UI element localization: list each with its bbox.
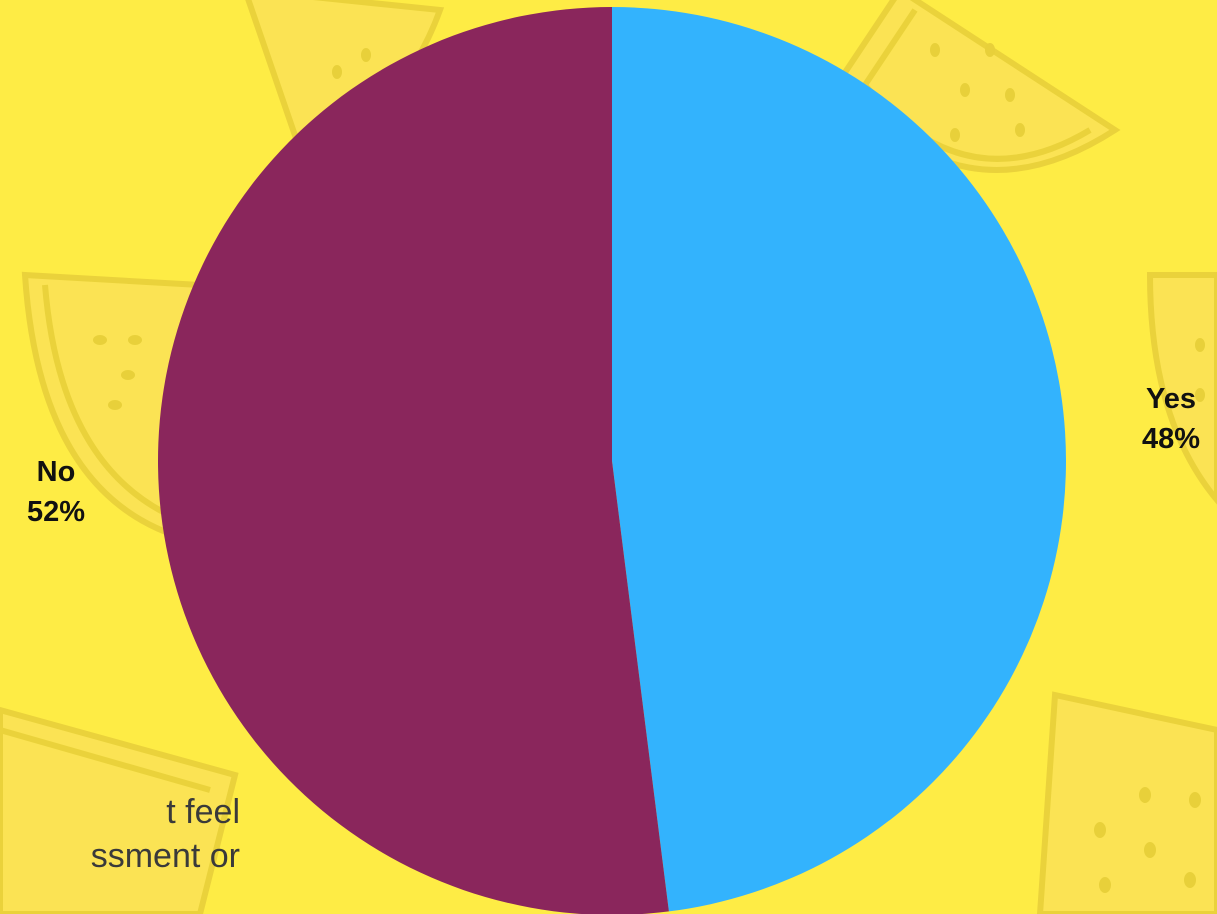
background-text-line: ssment or <box>90 837 240 875</box>
watermelon-slice-icon <box>1036 691 1217 914</box>
slice-value-yes: 48% <box>1141 423 1201 455</box>
watermelon-seeds <box>93 43 1205 893</box>
watermelon-slice-icon <box>0 706 239 914</box>
pie-label-yes: Yes 48% <box>1125 379 1217 459</box>
background-text-line: t feel <box>166 793 240 831</box>
background-text: t feel ssment or <box>0 790 240 878</box>
pie-slice-no <box>158 7 669 914</box>
slice-value-no: 52% <box>26 496 86 528</box>
pie-label-no: No 52% <box>10 452 102 532</box>
watermelon-slice-icon <box>1146 272 1217 505</box>
pie-slice-yes <box>612 7 1066 912</box>
slice-label-no: No <box>36 456 76 488</box>
slice-label-yes: Yes <box>1146 383 1196 415</box>
